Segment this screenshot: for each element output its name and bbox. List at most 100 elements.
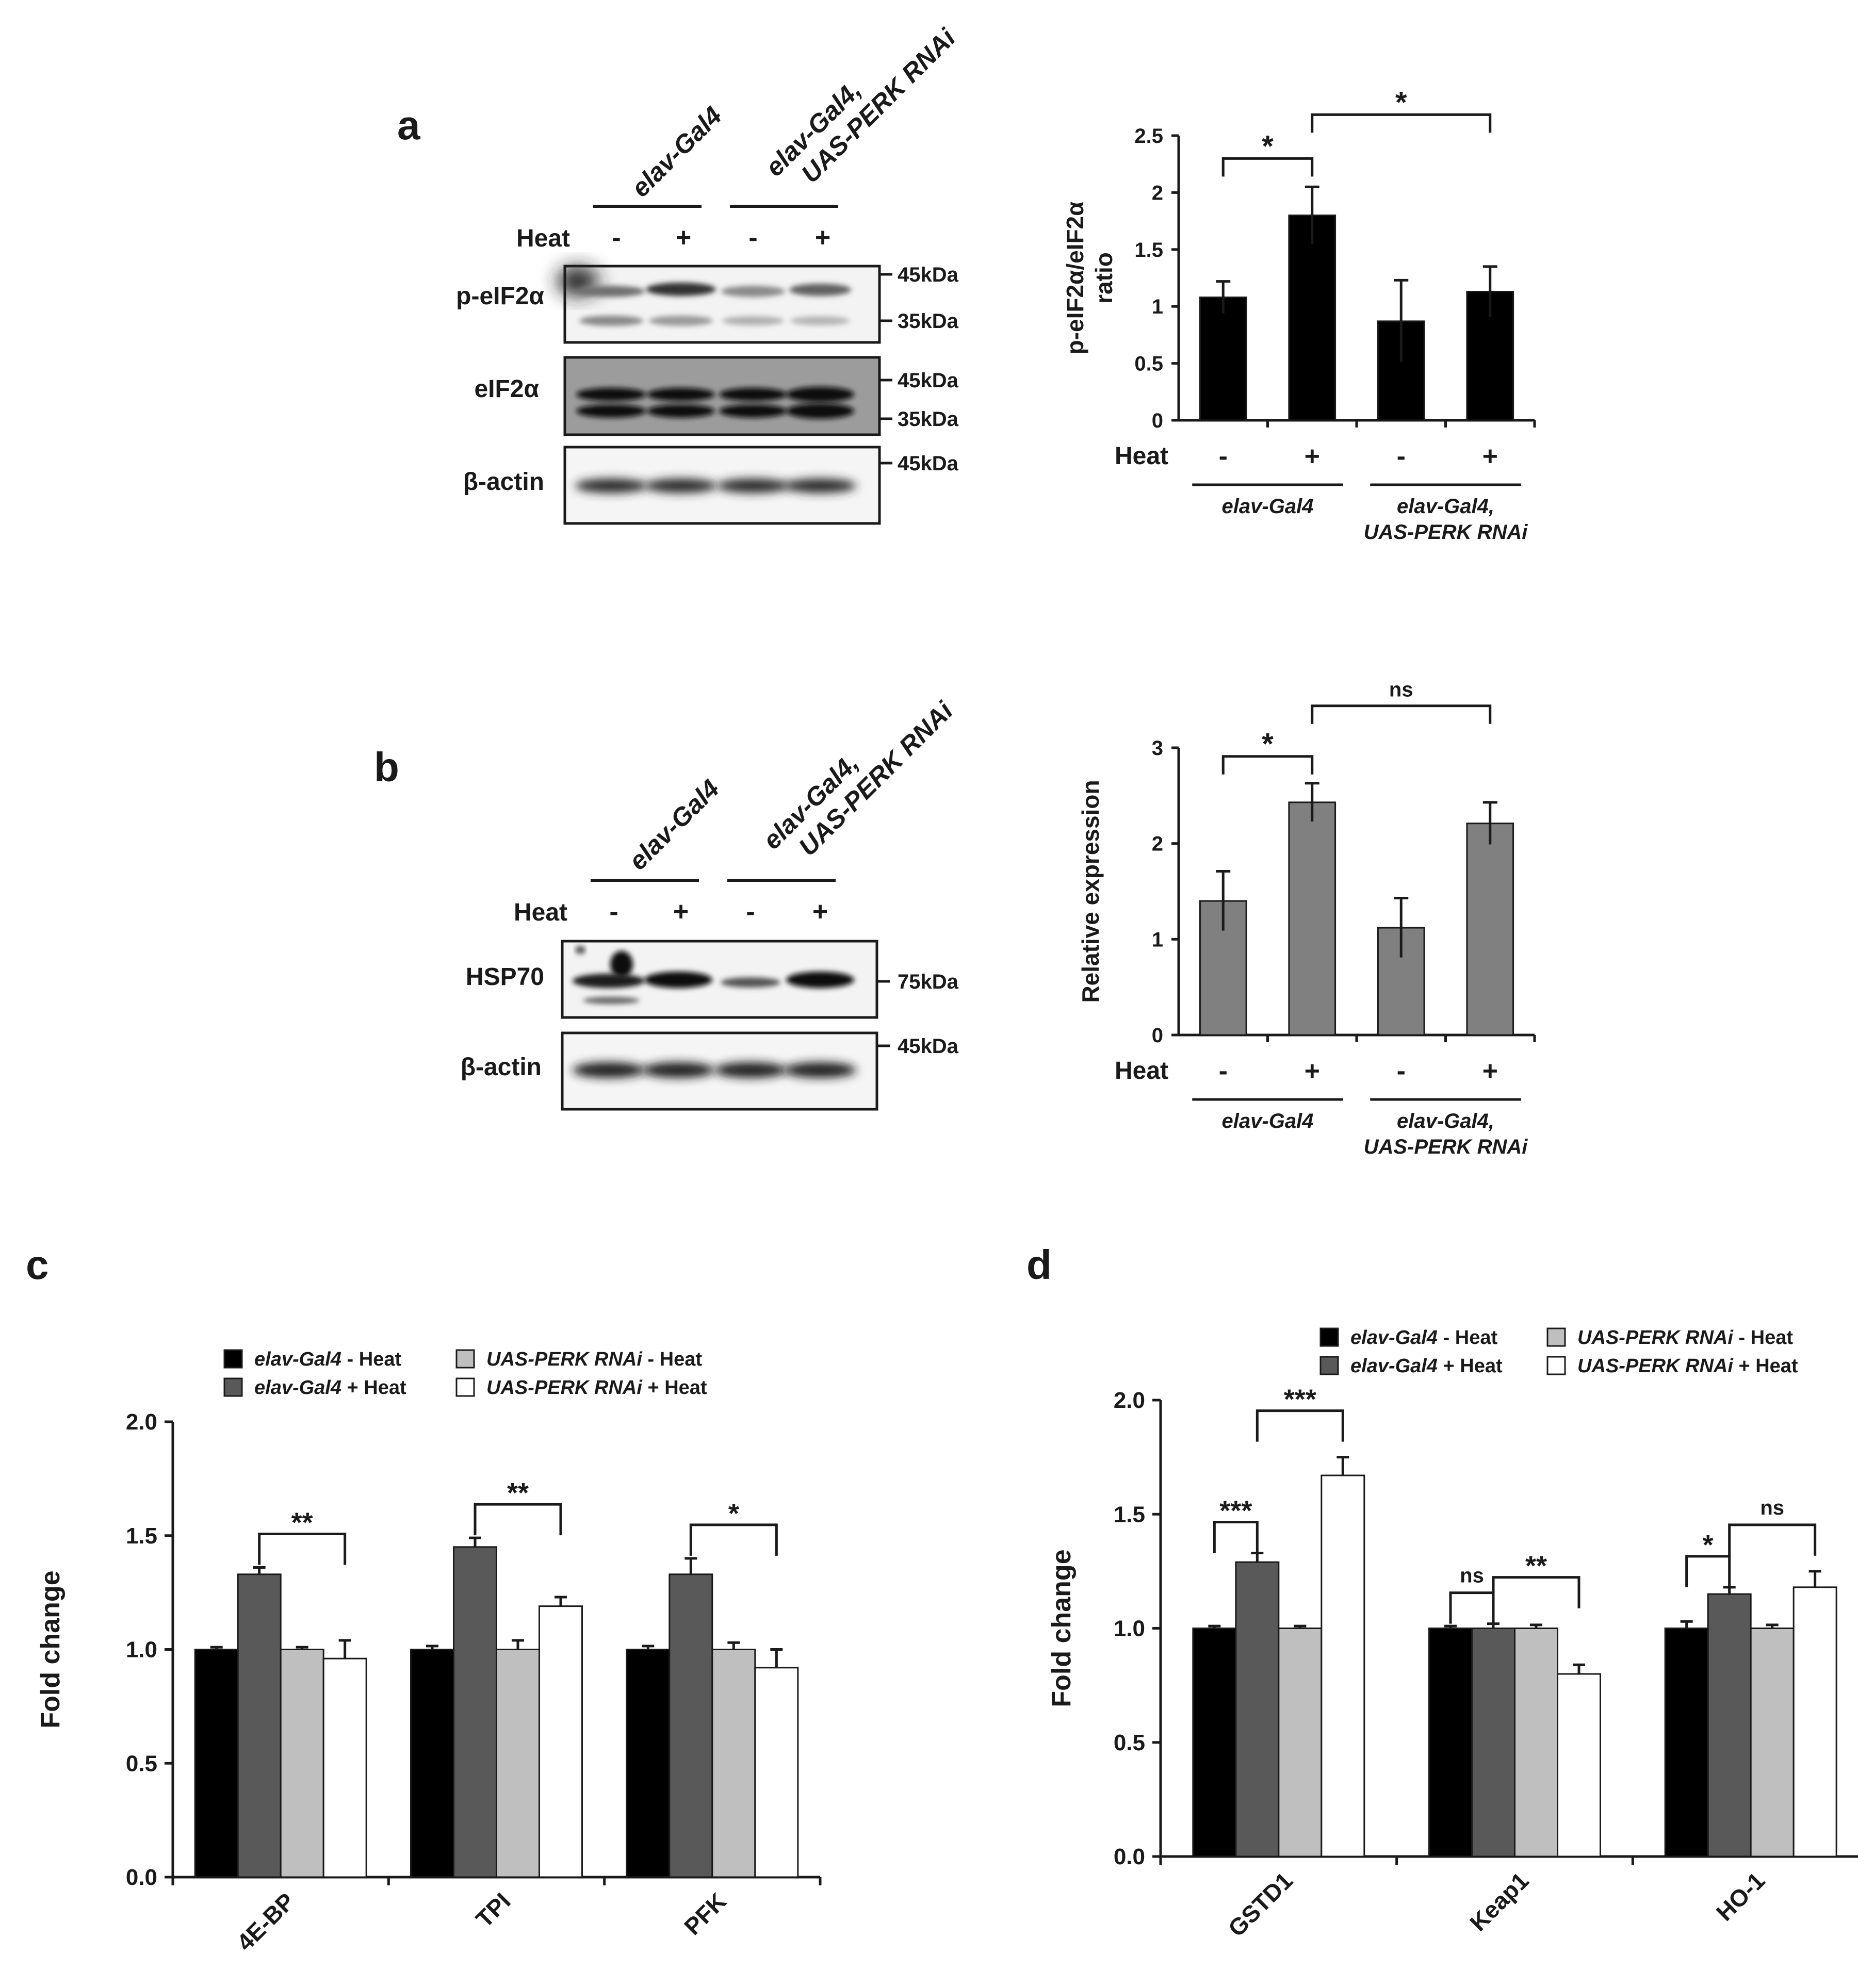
legend-swatch (455, 1377, 475, 1397)
category-label: TPI (470, 1887, 515, 1932)
group-2-label: elav-Gal4, UAS-PERK RNAi (1364, 495, 1528, 544)
blot-a-group-1-label: elav-Gal4 (626, 101, 727, 203)
y-tick-label: 2.5 (1134, 125, 1163, 147)
heat-sign: - (1397, 1056, 1406, 1086)
significance-label: * (1262, 129, 1274, 163)
legend-label: UAS-PERK RNAi - Heat (1577, 1327, 1793, 1349)
panel-letter-b: b (374, 744, 399, 790)
y-tick-label: 1.0 (1114, 1616, 1145, 1641)
significance-bracket (1213, 1520, 1259, 1553)
legend-label: UAS-PERK RNAi + Heat (486, 1377, 707, 1399)
significance-bracket (1449, 1591, 1495, 1624)
bar (1514, 1628, 1558, 1858)
blot-b-row-label-hsp70: HSP70 (466, 963, 544, 991)
blot-a-row-label-eif2a: eIF2α (474, 375, 539, 403)
panel-letter-a: a (397, 102, 420, 148)
y-tick-label: 0.5 (1134, 353, 1163, 375)
legend-swatch (1546, 1356, 1566, 1375)
blot-b-group-2-label: elav-Gal4,UAS-PERK RNAi (757, 675, 959, 876)
bar (1288, 801, 1337, 1036)
y-tick-label: 0.5 (126, 1751, 157, 1776)
blot-a-marker-35kda-1: 35kDa (898, 310, 959, 333)
bar (626, 1649, 671, 1878)
significance-label: * (728, 1498, 739, 1529)
y-tick-label: 1 (1152, 928, 1163, 951)
chart-c-fold-change: 0.00.51.01.52.04E-BP TPI PFK*****Fold chan… (36, 1349, 822, 1956)
y-tick-label: 2 (1152, 182, 1163, 204)
significance-label: *** (1219, 1495, 1252, 1526)
svg-text:elav-Gal4,UAS-PERK RNAi: elav-Gal4,UAS-PERK RNAi (760, 2, 961, 203)
blot-b-heat-sign-3: - (746, 897, 755, 927)
heat-sign: - (1219, 1056, 1228, 1086)
legend-label: elav-Gal4 + Heat (1350, 1355, 1503, 1377)
panel-letter-c: c (26, 1242, 49, 1288)
category-label: PFK (679, 1887, 731, 1940)
heat-sign: + (1482, 441, 1498, 471)
category-label: 4E-BP (232, 1887, 300, 1956)
blot-a-actin-bands (575, 479, 856, 493)
bar (410, 1649, 454, 1878)
significance-bracket (1311, 113, 1492, 133)
chart-a-peif2a-ratio: 0 0.5 1 1.5 2 2.5 * * p-eIF2α/eIF2αratio Heat - + - +… (1062, 86, 1536, 544)
significance-bracket (1221, 755, 1314, 775)
legend-swatch (1546, 1327, 1566, 1347)
bar (1428, 1628, 1473, 1858)
bar (237, 1573, 282, 1878)
heat-sign: + (1305, 441, 1320, 471)
significance-bracket (689, 1523, 778, 1556)
blot-a-group-2-label: elav-Gal4,UAS-PERK RNAi (760, 2, 961, 203)
y-tick-label: 1 (1152, 295, 1163, 318)
significance-label: ** (507, 1477, 529, 1508)
group-1-label: elav-Gal4 (1222, 495, 1314, 518)
blot-b-marker-75kda: 75kDa (898, 971, 959, 993)
bar (1471, 1628, 1515, 1858)
significance-bracket (1728, 1523, 1817, 1556)
blot-a-heat-sign-3: - (748, 223, 757, 253)
svg-text:elav-Gal4,UAS-PERK RNAi: elav-Gal4,UAS-PERK RNAi (757, 675, 959, 876)
legend-swatch (455, 1349, 475, 1369)
bar (322, 1657, 367, 1878)
significance-label: * (1262, 728, 1274, 761)
bar (453, 1546, 497, 1878)
bar (496, 1649, 540, 1878)
significance-label: ns (1760, 1497, 1784, 1519)
legend-label: UAS-PERK RNAi - Heat (486, 1349, 702, 1370)
blot-b-hsp70-bands (573, 946, 854, 1004)
bar (1466, 823, 1514, 1036)
y-tick-label: 0.5 (1114, 1730, 1145, 1755)
y-axis-label: Fold change (36, 1570, 66, 1728)
y-tick-label: 3 (1152, 737, 1163, 760)
significance-label: * (1395, 86, 1407, 119)
y-tick-label: 0 (1152, 1024, 1163, 1047)
blot-b-heat-sign-1: - (609, 897, 618, 927)
y-tick-label: 1.5 (1134, 239, 1163, 261)
significance-bracket (1256, 1409, 1344, 1442)
legend-label: elav-Gal4 + Heat (254, 1377, 406, 1399)
y-axis-label: Relative expression (1077, 780, 1104, 1003)
bar (194, 1649, 239, 1878)
category-label: HO-1 (1711, 1867, 1770, 1926)
heat-label: Heat (1115, 1057, 1168, 1085)
significance-bracket (474, 1503, 562, 1536)
significance-bracket (1492, 1576, 1580, 1608)
blot-a-marker-45kda-3: 45kDa (898, 452, 959, 475)
bar (1235, 1561, 1280, 1858)
legend-swatch (223, 1377, 243, 1397)
bar (280, 1649, 324, 1878)
y-tick-label: 1.0 (126, 1637, 157, 1663)
y-tick-label: 1.5 (126, 1523, 157, 1549)
bar (1199, 297, 1247, 421)
blot-a-heat-label: Heat (516, 225, 570, 252)
significance-label: * (1703, 1530, 1714, 1560)
bar (539, 1605, 583, 1878)
category-label: Keap1 (1464, 1867, 1534, 1936)
heat-sign: + (1305, 1056, 1320, 1086)
y-tick-label: 1.5 (1114, 1502, 1145, 1527)
bar (1750, 1628, 1795, 1858)
panel-letter-d: d (1026, 1242, 1052, 1288)
significance-bracket (258, 1533, 347, 1565)
y-tick-label: 0.0 (126, 1865, 157, 1890)
blot-a-marker-35kda-2: 35kDa (898, 408, 959, 431)
y-tick-label: 2 (1152, 833, 1163, 856)
significance-bracket (1685, 1555, 1731, 1587)
